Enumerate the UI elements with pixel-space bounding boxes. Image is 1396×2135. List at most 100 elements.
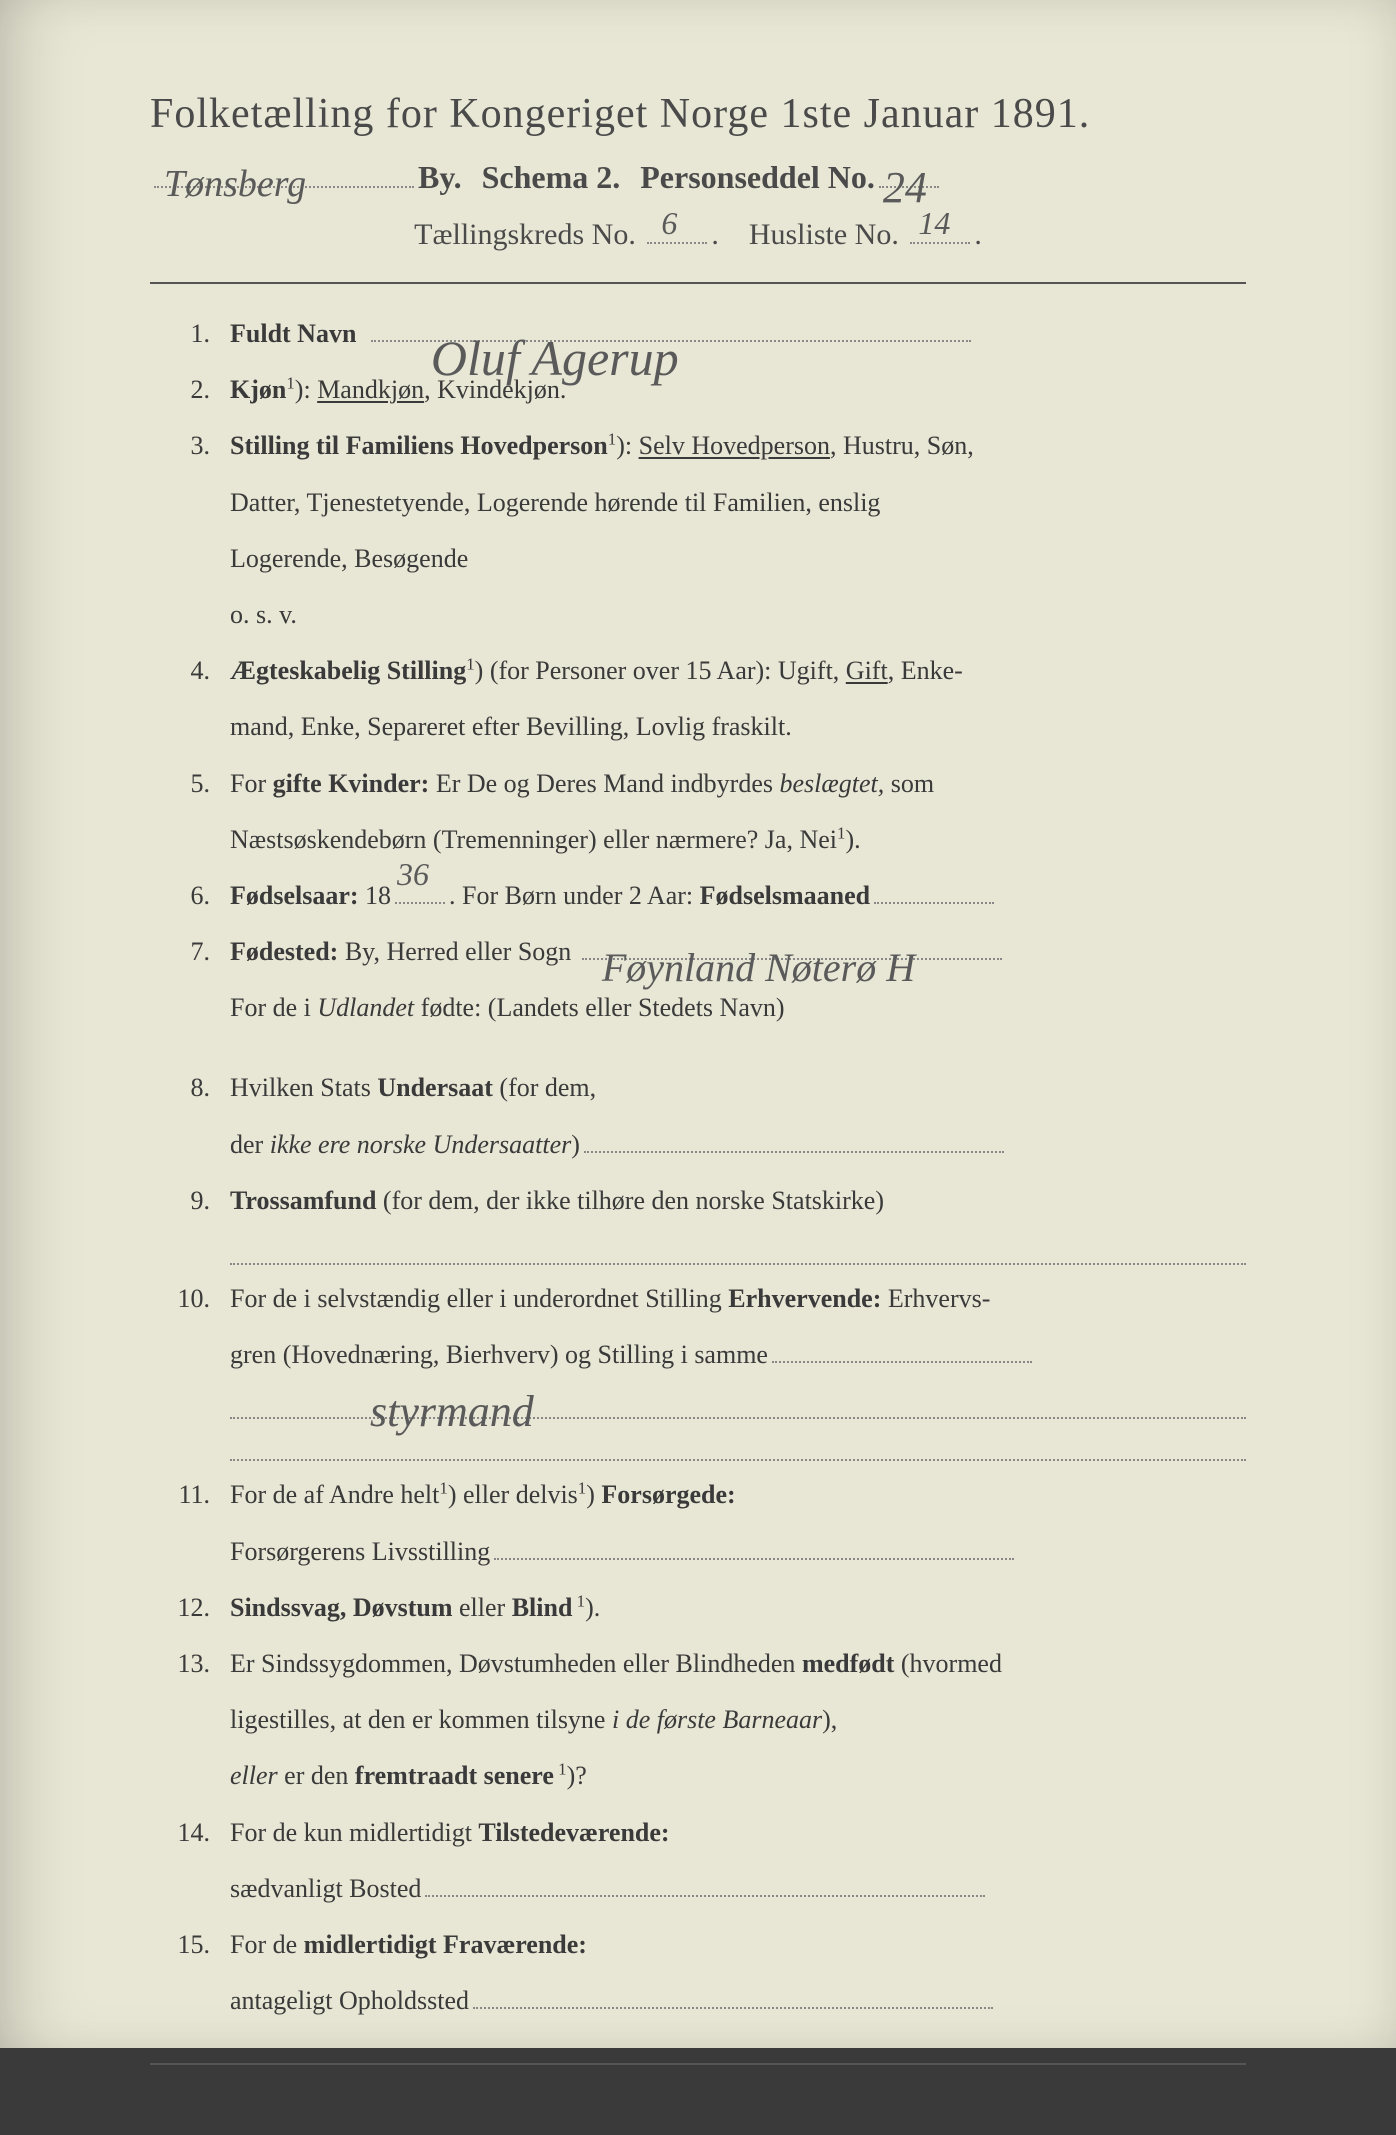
t: By, Herred eller Sogn bbox=[338, 937, 571, 966]
t: som bbox=[884, 769, 934, 798]
field-10-line2: gren (Hovednæring, Bierhverv) og Stillin… bbox=[150, 1333, 1246, 1377]
form-header: Folketælling for Kongeriget Norge 1ste J… bbox=[150, 90, 1246, 252]
occ-field bbox=[772, 1333, 1032, 1363]
bosted-field bbox=[425, 1867, 985, 1897]
field-num: 15. bbox=[150, 1923, 230, 1967]
forsorger-field bbox=[494, 1530, 1014, 1560]
t: Udlandet bbox=[317, 993, 414, 1022]
t: er den bbox=[278, 1761, 355, 1790]
t: gren (Hovednæring, Bierhverv) og Stillin… bbox=[230, 1340, 768, 1369]
t: beslægtet, bbox=[780, 769, 885, 798]
t: ) bbox=[571, 1130, 580, 1159]
husliste-value: 14 bbox=[918, 205, 950, 242]
city-field: Tønsberg bbox=[154, 158, 414, 188]
field-10: 10. For de i selvstændig eller i underor… bbox=[150, 1277, 1246, 1321]
divider bbox=[150, 282, 1246, 284]
t: ligestilles, at den er kommen tilsyne bbox=[230, 1705, 612, 1734]
t: Tilstedeværende: bbox=[478, 1818, 669, 1847]
footnote: ¹) De for hvert Tilfælde passende Ord un… bbox=[150, 2105, 1246, 2135]
personseddel-field: 24 bbox=[879, 158, 939, 188]
t: For de i selvstændig eller i underordnet… bbox=[230, 1284, 728, 1313]
t: der bbox=[230, 1130, 270, 1159]
field-7-line2: For de i Udlandet fødte: (Landets eller … bbox=[150, 986, 1246, 1030]
field-label: Ægteskabelig Stilling bbox=[230, 656, 466, 685]
field-label: Fuldt Navn bbox=[230, 319, 356, 348]
t: , Hustru, Søn, bbox=[830, 431, 974, 460]
field-num: 11. bbox=[150, 1473, 230, 1517]
t: Sindssvag, Døvstum bbox=[230, 1593, 453, 1622]
field-13-line3: eller er den fremtraadt senere 1)? bbox=[150, 1754, 1246, 1798]
t: ) eller delvis bbox=[448, 1480, 578, 1509]
field-13: 13. Er Sindssygdommen, Døvstumheden elle… bbox=[150, 1642, 1246, 1686]
t: Fødselsmaaned bbox=[700, 881, 870, 910]
t: Forsørgerens Livsstilling bbox=[230, 1537, 490, 1566]
field-num: 6. bbox=[150, 874, 230, 918]
field-num: 14. bbox=[150, 1811, 230, 1855]
t: , Enke- bbox=[888, 656, 963, 685]
t: For de kun midlertidigt bbox=[230, 1818, 478, 1847]
t: Er Sindssygdommen, Døvstumheden eller Bl… bbox=[230, 1649, 802, 1678]
personseddel-value: 24 bbox=[883, 162, 927, 188]
t: sædvanligt Bosted bbox=[230, 1874, 421, 1903]
year-value: 36 bbox=[397, 847, 429, 901]
field-num: 1. bbox=[150, 312, 230, 356]
t: medfødt bbox=[802, 1649, 894, 1678]
field-num: 13. bbox=[150, 1642, 230, 1686]
t: For de bbox=[230, 1930, 304, 1959]
field-label: Fødested: bbox=[230, 937, 338, 966]
t: For bbox=[230, 769, 273, 798]
field-label: Kjøn bbox=[230, 375, 286, 404]
schema-label: Schema 2. bbox=[482, 159, 621, 196]
t: Er De og Deres Mand indbyrdes bbox=[429, 769, 779, 798]
field-5: 5. For gifte Kvinder: Er De og Deres Man… bbox=[150, 762, 1246, 806]
t: (for dem, der ikke tilhøre den norske St… bbox=[376, 1186, 884, 1215]
undersaat-field bbox=[584, 1123, 1004, 1153]
field-11-line2: Forsørgerens Livsstilling bbox=[150, 1530, 1246, 1574]
field-num: 10. bbox=[150, 1277, 230, 1321]
selected-option: Mandkjøn bbox=[317, 375, 424, 404]
t: eller bbox=[230, 1761, 278, 1790]
husliste-field: 14 bbox=[910, 214, 970, 244]
selected-option: Gift bbox=[846, 656, 888, 685]
field-3-line2: Datter, Tjenestetyende, Logerende hørend… bbox=[150, 481, 1246, 525]
city-suffix: By. bbox=[418, 159, 462, 196]
t: (hvormed bbox=[894, 1649, 1002, 1678]
field-label: Trossamfund bbox=[230, 1186, 376, 1215]
form-title: Folketælling for Kongeriget Norge 1ste J… bbox=[150, 90, 1246, 138]
field-num: 5. bbox=[150, 762, 230, 806]
name-value: Oluf Agerup bbox=[431, 316, 679, 350]
t: ), bbox=[822, 1705, 837, 1734]
field-4-line2: mand, Enke, Separeret efter Bevilling, L… bbox=[150, 705, 1246, 749]
t: midlertidigt Fraværende: bbox=[304, 1930, 587, 1959]
birthplace-field: Føynland Nøterø H bbox=[582, 930, 1002, 960]
field-num: 4. bbox=[150, 649, 230, 693]
field-1: 1. Fuldt Navn Oluf Agerup bbox=[150, 312, 1246, 356]
t: Ugift, bbox=[778, 656, 846, 685]
field-3-line4: o. s. v. bbox=[150, 593, 1246, 637]
field-11: 11. For de af Andre helt1) eller delvis1… bbox=[150, 1473, 1246, 1517]
field-2: 2. Kjøn1): Mandkjøn, Kvindekjøn. bbox=[150, 368, 1246, 412]
field-label: Stilling til Familiens Hovedperson bbox=[230, 431, 608, 460]
field-num: 7. bbox=[150, 930, 230, 974]
name-field: Oluf Agerup bbox=[371, 312, 971, 342]
field-6: 6. Fødselsaar: 1836. For Børn under 2 Aa… bbox=[150, 874, 1246, 918]
city-value: Tønsberg bbox=[164, 162, 306, 188]
field-num: 9. bbox=[150, 1179, 230, 1223]
t: 18 bbox=[359, 881, 392, 910]
fields-block: 1. Fuldt Navn Oluf Agerup 2. Kjøn1): Man… bbox=[150, 312, 1246, 2023]
footnote-text: De for hvert Tilfælde passende Ord under… bbox=[409, 2105, 1017, 2134]
trossam-field bbox=[230, 1235, 1246, 1265]
t: Erhvervende: bbox=[728, 1284, 881, 1313]
t: Undersaat bbox=[377, 1073, 493, 1102]
field-8-line2: der ikke ere norske Undersaatter) bbox=[150, 1123, 1246, 1167]
t: Erhvervs- bbox=[881, 1284, 990, 1313]
t: Forsørgede: bbox=[601, 1480, 735, 1509]
field-7: 7. Fødested: By, Herred eller Sogn Føynl… bbox=[150, 930, 1246, 974]
t: ). bbox=[585, 1593, 600, 1622]
field-9: 9. Trossamfund (for dem, der ikke tilhør… bbox=[150, 1179, 1246, 1223]
census-form-page: Folketælling for Kongeriget Norge 1ste J… bbox=[0, 0, 1396, 2048]
t: fødte: (Landets eller Stedets Navn) bbox=[414, 993, 784, 1022]
field-14-line2: sædvanligt Bosted bbox=[150, 1867, 1246, 1911]
field-12: 12. Sindssvag, Døvstum eller Blind 1). bbox=[150, 1586, 1246, 1630]
field-label: Fødselsaar: bbox=[230, 881, 359, 910]
